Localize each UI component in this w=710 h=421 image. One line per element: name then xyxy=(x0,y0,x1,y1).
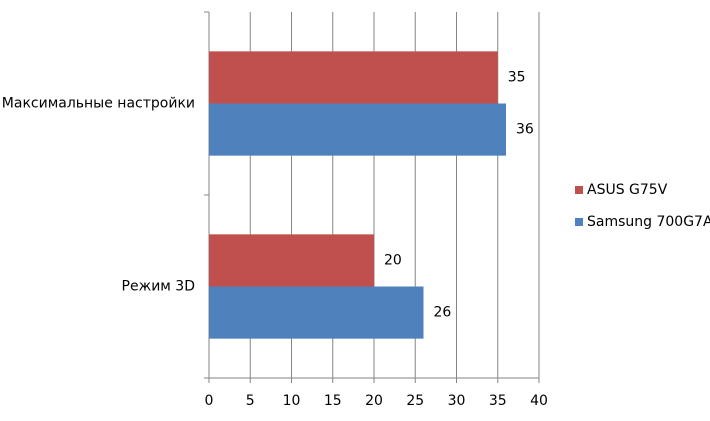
data-label: 20 xyxy=(384,252,402,268)
x-tick-label: 0 xyxy=(205,393,214,409)
x-tick-label: 35 xyxy=(489,393,507,409)
x-tick-label: 25 xyxy=(406,393,424,409)
x-tick-label: 30 xyxy=(448,393,466,409)
data-label: 35 xyxy=(508,69,526,85)
bar xyxy=(209,103,506,156)
x-tick-label: 10 xyxy=(283,393,301,409)
data-label: 26 xyxy=(434,305,452,321)
x-tick-label: 20 xyxy=(365,393,383,409)
bar xyxy=(209,234,374,287)
x-tick-label: 15 xyxy=(324,393,342,409)
y-tick-label: Максимальные настройки xyxy=(2,96,195,112)
data-label: 36 xyxy=(516,122,534,138)
legend-swatch xyxy=(575,186,583,194)
x-tick-label: 5 xyxy=(246,393,255,409)
legend-label: Samsung 700G7A xyxy=(587,214,710,230)
x-tick-label: 40 xyxy=(530,393,548,409)
bar xyxy=(209,51,498,104)
legend-swatch xyxy=(575,218,583,226)
y-tick-label: Режим 3D xyxy=(122,279,195,295)
bar xyxy=(209,286,424,339)
legend-label: ASUS G75V xyxy=(587,182,668,198)
